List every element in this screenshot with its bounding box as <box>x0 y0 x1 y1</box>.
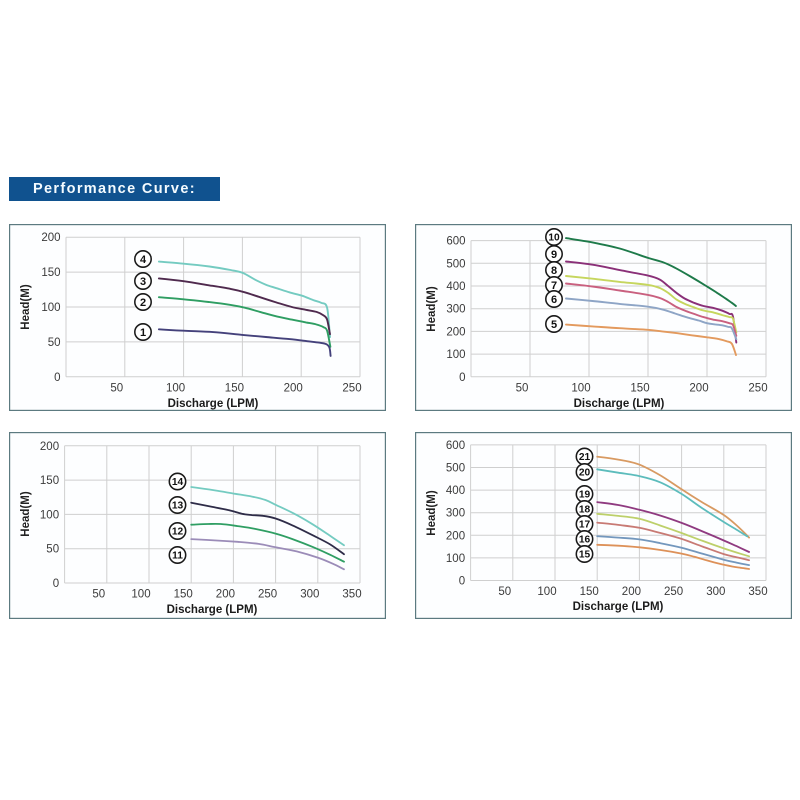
svg-text:14: 14 <box>172 477 184 488</box>
svg-text:17: 17 <box>579 519 591 530</box>
svg-text:400: 400 <box>446 281 465 293</box>
svg-text:Discharge (LPM): Discharge (LPM) <box>574 398 665 410</box>
svg-text:100: 100 <box>571 382 590 394</box>
svg-text:200: 200 <box>41 232 60 244</box>
svg-text:20: 20 <box>579 467 591 478</box>
svg-text:50: 50 <box>46 544 59 556</box>
svg-text:Head(M): Head(M) <box>20 491 32 537</box>
svg-text:100: 100 <box>166 382 185 394</box>
svg-text:11: 11 <box>172 550 183 561</box>
svg-text:50: 50 <box>516 382 529 394</box>
svg-text:250: 250 <box>258 589 277 601</box>
svg-text:18: 18 <box>579 504 591 515</box>
svg-text:15: 15 <box>579 549 591 560</box>
svg-text:50: 50 <box>110 382 123 394</box>
svg-text:4: 4 <box>140 254 147 266</box>
svg-text:3: 3 <box>140 276 146 288</box>
svg-text:200: 200 <box>284 382 303 394</box>
svg-text:150: 150 <box>630 382 649 394</box>
svg-text:0: 0 <box>53 578 59 590</box>
svg-text:0: 0 <box>54 372 60 384</box>
svg-text:Discharge (LPM): Discharge (LPM) <box>168 398 259 410</box>
svg-text:100: 100 <box>446 349 465 361</box>
svg-text:100: 100 <box>40 509 59 521</box>
svg-text:200: 200 <box>622 586 641 598</box>
svg-text:150: 150 <box>40 475 59 487</box>
svg-text:100: 100 <box>446 553 465 565</box>
svg-text:100: 100 <box>537 586 556 598</box>
svg-text:200: 200 <box>40 441 59 453</box>
svg-text:500: 500 <box>446 463 465 475</box>
svg-text:350: 350 <box>342 589 361 601</box>
svg-text:12: 12 <box>172 526 184 537</box>
svg-text:300: 300 <box>446 304 465 316</box>
svg-text:200: 200 <box>446 326 465 338</box>
svg-text:200: 200 <box>446 530 465 542</box>
svg-text:50: 50 <box>498 586 511 598</box>
svg-text:Discharge (LPM): Discharge (LPM) <box>573 601 664 613</box>
svg-text:300: 300 <box>446 508 465 520</box>
svg-text:1: 1 <box>140 327 146 339</box>
svg-text:200: 200 <box>689 382 708 394</box>
svg-text:600: 600 <box>446 440 465 452</box>
svg-text:150: 150 <box>174 589 193 601</box>
svg-text:19: 19 <box>579 489 591 500</box>
svg-text:150: 150 <box>580 586 599 598</box>
svg-text:250: 250 <box>664 586 683 598</box>
svg-text:0: 0 <box>459 576 465 588</box>
svg-text:50: 50 <box>92 589 105 601</box>
svg-text:10: 10 <box>548 232 560 243</box>
svg-text:7: 7 <box>551 280 557 292</box>
svg-text:250: 250 <box>342 382 361 394</box>
svg-text:Head(M): Head(M) <box>426 286 438 332</box>
svg-text:2: 2 <box>140 297 146 309</box>
svg-text:400: 400 <box>446 485 465 497</box>
svg-text:13: 13 <box>172 500 184 511</box>
svg-text:Head(M): Head(M) <box>426 490 438 536</box>
svg-text:150: 150 <box>225 382 244 394</box>
svg-text:100: 100 <box>41 302 60 314</box>
svg-text:200: 200 <box>216 589 235 601</box>
svg-text:5: 5 <box>551 319 557 331</box>
svg-text:600: 600 <box>446 236 465 248</box>
svg-text:350: 350 <box>748 586 767 598</box>
svg-text:9: 9 <box>551 249 557 261</box>
svg-text:150: 150 <box>41 267 60 279</box>
svg-text:Head(M): Head(M) <box>20 284 32 330</box>
svg-text:8: 8 <box>551 265 557 277</box>
svg-text:300: 300 <box>300 589 319 601</box>
svg-text:50: 50 <box>48 337 61 349</box>
svg-text:500: 500 <box>446 258 465 270</box>
svg-text:21: 21 <box>579 452 591 463</box>
svg-text:100: 100 <box>131 589 150 601</box>
svg-text:250: 250 <box>748 382 767 394</box>
svg-text:6: 6 <box>551 294 557 306</box>
svg-text:Discharge (LPM): Discharge (LPM) <box>167 604 258 616</box>
svg-text:16: 16 <box>579 534 591 545</box>
svg-text:0: 0 <box>459 372 465 384</box>
svg-text:300: 300 <box>706 586 725 598</box>
